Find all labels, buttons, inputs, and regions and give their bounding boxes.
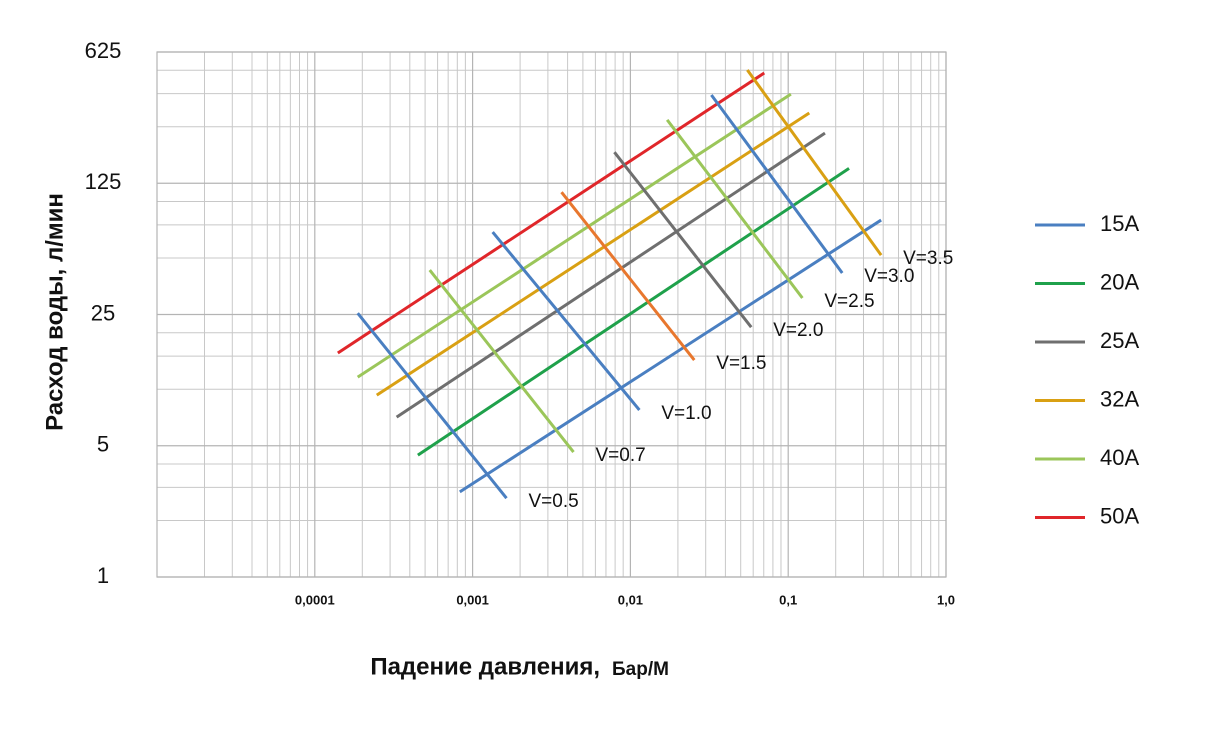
velocity-line (746, 69, 883, 256)
y-tick-label: 625 (85, 38, 122, 63)
series-line (337, 71, 766, 355)
x-tick-label: 0,0001 (295, 592, 335, 607)
velocity-line (356, 312, 508, 500)
y-tick-label: 1 (97, 563, 109, 588)
velocity-label: V=1.0 (661, 403, 711, 424)
velocity-line (491, 231, 641, 411)
legend-label: 32A (1100, 386, 1139, 411)
x-tick-label: 0,001 (456, 592, 489, 607)
legend-label: 40A (1100, 445, 1139, 470)
velocity-label: V=0.7 (596, 445, 646, 466)
velocity-line (613, 151, 753, 329)
velocity-line (710, 94, 844, 274)
series-line (395, 131, 826, 419)
y-tick-label: 25 (91, 300, 115, 325)
x-axis-unit: Бар/М (612, 659, 669, 680)
velocity-line (428, 269, 575, 453)
x-tick-label: 0,01 (618, 592, 643, 607)
velocity-label: V=0.5 (529, 491, 579, 512)
series-line (459, 218, 882, 494)
x-axis-label: Падение давления, (370, 653, 600, 680)
plot-border (156, 51, 947, 578)
y-tick-label: 5 (97, 432, 109, 457)
velocity-label: V=3.5 (903, 248, 953, 269)
y-axis-label: Расход воды, л/мин (41, 193, 68, 431)
legend-label: 50A (1100, 503, 1139, 528)
velocity-label: V=1.5 (716, 353, 766, 374)
x-tick-label: 1,0 (937, 592, 955, 607)
legend-label: 25A (1100, 328, 1139, 353)
velocity-line (665, 118, 804, 299)
legend-label: 20A (1100, 269, 1139, 294)
x-tick-label: 0,1 (779, 592, 797, 607)
velocity-line (560, 191, 696, 361)
velocity-label: V=3.0 (864, 266, 914, 287)
y-tick-label: 125 (85, 169, 122, 194)
legend-label: 15A (1100, 211, 1139, 236)
series-line (356, 92, 792, 379)
series-line (417, 167, 850, 457)
velocity-label: V=2.0 (773, 320, 823, 341)
velocity-label: V=2.5 (824, 291, 874, 312)
series-line (375, 111, 811, 397)
